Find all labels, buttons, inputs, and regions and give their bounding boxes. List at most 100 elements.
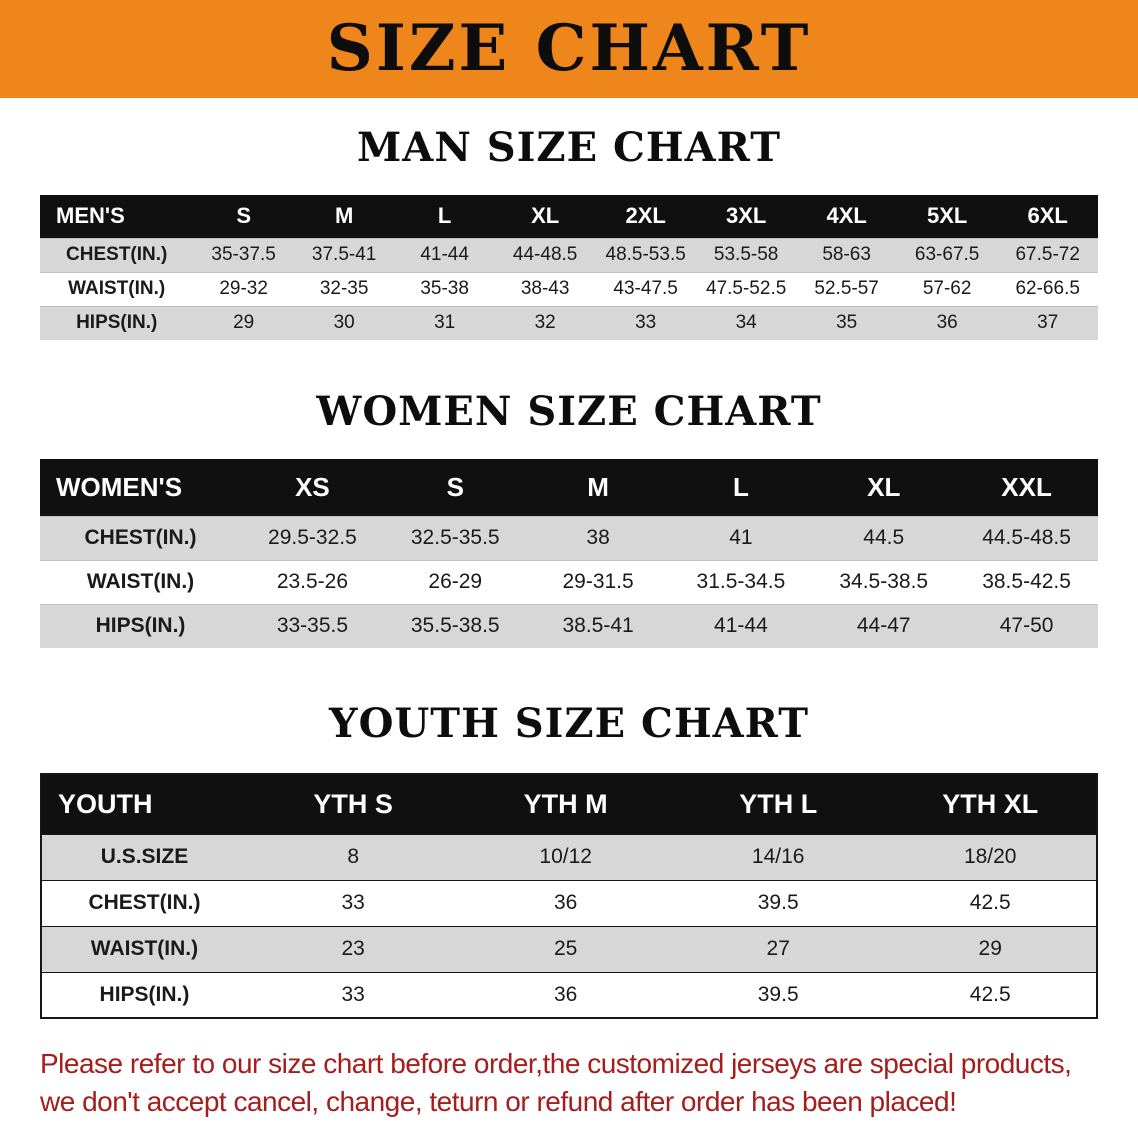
size-value-cell: 42.5: [969, 982, 1011, 1006]
size-value-cell: 33: [341, 982, 365, 1006]
table-row: WAIST(IN.) 23 25 27 29: [41, 926, 1097, 972]
size-value-cell: 57-62: [922, 278, 972, 299]
table-row: HIPS(IN.) 29 30 31 32 33 34 35 36 37: [40, 306, 1098, 340]
men-section-heading: MAN SIZE CHART: [357, 124, 781, 171]
size-value-cell: 29: [978, 937, 1002, 960]
size-value-cell: 41-44: [420, 244, 469, 265]
size-value-cell: 62-66.5: [1015, 278, 1080, 299]
size-header-cell: 3XL: [695, 195, 797, 238]
table-row: WAIST(IN.) 23.5-26 26-29 29-31.5 31.5-34.5 34…: [40, 560, 1098, 604]
size-header-cell: XL: [812, 459, 956, 516]
youth-size-table: YOUTH YTH S YTH M YTH L YTH XL U.S.SIZE 8 10/12…: [40, 773, 1098, 1019]
disclaimer-line-1: Please refer to our size chart before or…: [40, 1048, 1072, 1079]
size-value-cell: 67.5-72: [1015, 244, 1080, 265]
size-header-cell: 6XL: [997, 195, 1098, 238]
size-header-cell: XS: [241, 459, 384, 516]
size-value-cell: 29-31.5: [562, 570, 634, 593]
size-value-cell: 44-48.5: [512, 244, 578, 265]
size-value-cell: 31.5-34.5: [696, 570, 786, 593]
row-label-cell: HIPS(IN.): [76, 312, 158, 334]
size-value-cell: 30: [333, 312, 355, 334]
size-value-cell: 38-43: [520, 278, 570, 299]
row-label-cell: U.S.SIZE: [100, 845, 189, 868]
size-value-cell: 44.5: [863, 526, 905, 549]
youth-section-heading: YOUTH SIZE CHART: [329, 700, 809, 747]
table-header-row: WOMEN'S XS S M L XL XXL: [40, 459, 1098, 516]
size-value-cell: 23.5-26: [276, 570, 349, 593]
table-row: CHEST(IN.) 29.5-32.5 32.5-35.5 38 41 44.5 44.5…: [40, 516, 1098, 560]
size-value-cell: 29: [233, 312, 255, 334]
size-header-cell: S: [193, 195, 294, 238]
size-value-cell: 36: [554, 982, 578, 1006]
size-value-cell: 29.5-32.5: [268, 526, 357, 549]
table-row: CHEST(IN.) 35-37.5 37.5-41 41-44 44-48.5 48.5…: [40, 238, 1098, 272]
size-value-cell: 32.5-35.5: [410, 526, 500, 549]
size-value-cell: 42.5: [969, 891, 1011, 914]
size-value-cell: 37.5-41: [311, 244, 377, 265]
size-value-cell: 33: [635, 312, 657, 334]
row-label-cell: HIPS(IN.): [95, 614, 186, 638]
size-header-cell: M: [293, 195, 395, 238]
table-header-row: YOUTH YTH S YTH M YTH L YTH XL: [41, 774, 1097, 834]
size-header-cell: YTH S: [246, 774, 460, 834]
size-value-cell: 58-63: [822, 244, 871, 265]
size-value-cell: 38: [586, 526, 610, 549]
table-row: U.S.SIZE 8 10/12 14/16 18/20: [41, 834, 1097, 880]
size-header-cell: YTH XL: [884, 774, 1097, 834]
size-value-cell: 18/20: [963, 845, 1017, 868]
size-value-cell: 43-47.5: [613, 278, 678, 299]
men-table-wrap: MEN'S S M L XL 2XL 3XL 4XL 5XL 6XL CHEST(IN.) 35-37…: [0, 195, 1138, 340]
size-value-cell: 37: [1037, 312, 1059, 334]
table-row: WAIST(IN.) 29-32 32-35 35-38 38-43 43-47.5 47.…: [40, 272, 1098, 306]
size-value-cell: 52.5-57: [814, 278, 879, 299]
table-row: HIPS(IN.) 33-35.5 35.5-38.5 38.5-41 41-44 44-…: [40, 604, 1098, 648]
size-value-cell: 47.5-52.5: [706, 278, 787, 299]
row-label-cell: WAIST(IN.): [90, 937, 199, 960]
size-header-cell: YTH M: [459, 774, 672, 834]
size-value-cell: 34.5-38.5: [839, 570, 929, 593]
size-value-cell: 23: [341, 937, 365, 960]
row-label-cell: WAIST(IN.): [86, 570, 195, 593]
size-value-cell: 44-47: [856, 614, 911, 638]
row-label-cell: WAIST(IN.): [68, 278, 166, 299]
row-label-cell: CHEST(IN.): [66, 244, 168, 265]
size-header-cell: XXL: [955, 459, 1098, 516]
women-table-wrap: WOMEN'S XS S M L XL XXL CHEST(IN.) 29.5-32.5 32.5…: [0, 459, 1138, 648]
size-chart-banner: SIZE CHART: [0, 0, 1138, 98]
size-value-cell: 41: [729, 526, 753, 549]
size-value-cell: 38.5-41: [562, 614, 634, 638]
banner-title: SIZE CHART: [326, 11, 812, 86]
size-value-cell: 32-35: [319, 278, 369, 299]
size-value-cell: 35-38: [420, 278, 469, 299]
size-value-cell: 63-67.5: [914, 244, 980, 265]
size-value-cell: 8: [347, 845, 359, 868]
size-header-cell: 5XL: [896, 195, 998, 238]
size-value-cell: 53.5-58: [713, 244, 779, 265]
size-value-cell: 35-37.5: [211, 244, 276, 265]
size-value-cell: 41-44: [714, 614, 768, 638]
size-header-cell: L: [394, 195, 495, 238]
size-value-cell: 34: [735, 312, 757, 334]
men-size-table: MEN'S S M L XL 2XL 3XL 4XL 5XL 6XL CHEST(IN.) 35-37…: [40, 195, 1098, 340]
size-value-cell: 10/12: [539, 845, 592, 868]
size-value-cell: 35.5-38.5: [410, 614, 500, 638]
size-header-cell: 4XL: [796, 195, 897, 238]
row-label-cell: CHEST(IN.): [88, 891, 201, 914]
size-header-cell: S: [383, 459, 527, 516]
row-label-cell: CHEST(IN.): [84, 526, 197, 549]
size-value-cell: 38.5-42.5: [982, 570, 1071, 593]
footer-disclaimer: Please refer to our size chart before or…: [0, 1045, 1138, 1121]
size-value-cell: 47-50: [999, 614, 1054, 638]
women-size-table: WOMEN'S XS S M L XL XXL CHEST(IN.) 29.5-32.5 32.5…: [40, 459, 1098, 648]
size-value-cell: 25: [554, 937, 578, 960]
table-row: CHEST(IN.) 33 36 39.5 42.5: [41, 880, 1097, 926]
size-value-cell: 33: [341, 891, 365, 914]
size-value-cell: 26-29: [428, 570, 483, 593]
size-value-cell: 14/16: [751, 845, 805, 868]
size-header-cell: YTH L: [671, 774, 885, 834]
size-value-cell: 36: [554, 891, 578, 914]
size-value-cell: 35: [836, 312, 858, 334]
size-value-cell: 27: [766, 937, 790, 960]
disclaimer-line-2: we don't accept cancel, change, teturn o…: [40, 1086, 957, 1117]
size-value-cell: 33-35.5: [276, 614, 349, 638]
